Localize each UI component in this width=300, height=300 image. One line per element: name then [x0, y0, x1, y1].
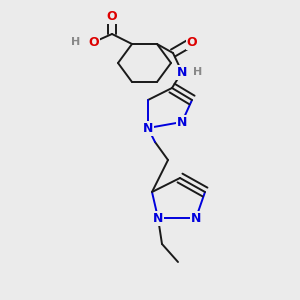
Text: N: N	[143, 122, 153, 134]
Text: H: H	[193, 67, 202, 77]
Text: N: N	[177, 65, 187, 79]
Text: O: O	[187, 35, 197, 49]
Text: N: N	[177, 116, 187, 128]
Text: O: O	[107, 10, 117, 22]
Text: O: O	[89, 35, 99, 49]
Text: N: N	[153, 212, 163, 224]
Text: N: N	[191, 212, 201, 224]
Text: H: H	[71, 37, 80, 47]
